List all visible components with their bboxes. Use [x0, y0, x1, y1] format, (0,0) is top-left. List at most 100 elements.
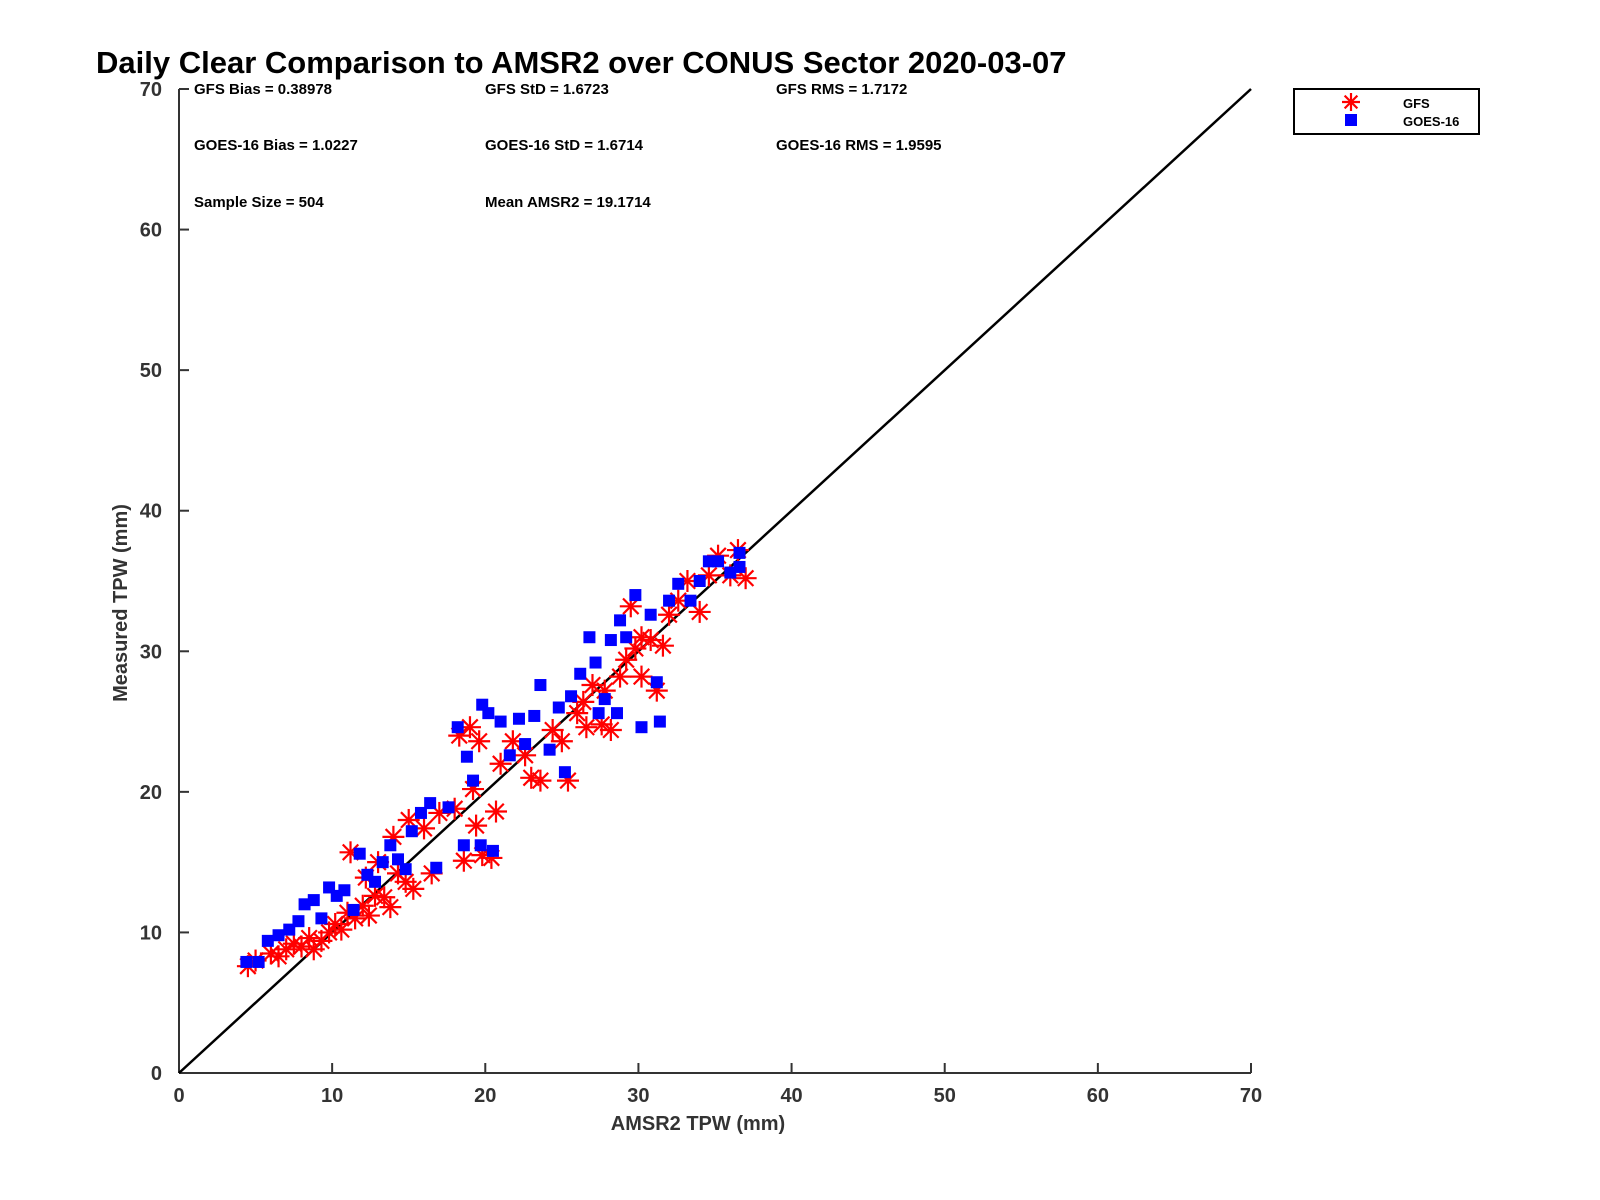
- gfs-point: [465, 814, 488, 837]
- gfs-point: [658, 603, 681, 626]
- gfs-point: [330, 918, 353, 941]
- gfs-series: [236, 539, 757, 978]
- y-tick-label: 40: [140, 501, 162, 523]
- gfs-point: [379, 896, 402, 919]
- goes16-point: [693, 575, 706, 587]
- goes16-point: [347, 903, 360, 916]
- goes16-point: [702, 555, 715, 568]
- goes16-point: [519, 738, 532, 751]
- goes16-point: [614, 614, 627, 627]
- y-tick-label: 20: [140, 782, 162, 804]
- goes16-point: [283, 923, 296, 936]
- goes16-point: [467, 774, 480, 787]
- gfs-point: [609, 665, 632, 688]
- x-axis-label: AMSR2 TPW (mm): [611, 1113, 785, 1135]
- goes16-point: [610, 707, 623, 720]
- goes16-series: [240, 546, 746, 968]
- legend-gfs-asterisk: [1342, 93, 1360, 111]
- goes16-point: [684, 594, 697, 607]
- y-tick-label: 0: [151, 1063, 162, 1085]
- legend-goes16-label: GOES-16: [1403, 114, 1459, 129]
- gfs-point: [541, 719, 564, 742]
- goes16-point: [474, 839, 487, 852]
- x-tick-label: 0: [173, 1085, 184, 1107]
- goes16-point: [405, 825, 418, 838]
- goes16-point: [558, 766, 571, 779]
- stat-goes-bias: GOES-16 Bias = 1.0227: [194, 137, 358, 154]
- goes16-point: [353, 847, 366, 860]
- goes16-point: [307, 894, 320, 907]
- gfs-point: [651, 634, 674, 657]
- legend-box: [1293, 88, 1480, 135]
- gfs-point: [413, 817, 436, 840]
- goes16-point: [712, 555, 725, 568]
- x-tick-label: 70: [1240, 1085, 1262, 1107]
- legend-gfs-label: GFS: [1403, 96, 1430, 111]
- goes16-point: [424, 797, 437, 810]
- goes16-point: [252, 955, 265, 968]
- gfs-point: [599, 719, 622, 742]
- goes16-point: [650, 676, 663, 689]
- x-tick-label: 30: [627, 1085, 649, 1107]
- gfs-point: [452, 849, 475, 872]
- goes16-point: [534, 679, 547, 692]
- goes16-point: [369, 875, 382, 888]
- goes16-point: [644, 608, 657, 621]
- goes16-point: [552, 701, 565, 714]
- gfs-point: [468, 730, 491, 753]
- x-tick-label: 40: [780, 1085, 802, 1107]
- chart-title: Daily Clear Comparison to AMSR2 over CON…: [96, 45, 1067, 80]
- goes16-point: [384, 839, 397, 852]
- goes16-point: [460, 750, 473, 763]
- y-axis-label: Measured TPW (mm): [110, 504, 132, 702]
- gfs-point: [485, 800, 508, 823]
- goes16-point: [272, 929, 285, 942]
- goes16-point: [240, 955, 253, 968]
- y-tick-label: 60: [140, 220, 162, 242]
- goes16-point: [589, 656, 602, 669]
- y-tick-label: 50: [140, 360, 162, 382]
- legend-goes16-marker: [1345, 114, 1357, 126]
- y-tick-label: 30: [140, 641, 162, 663]
- goes16-point: [724, 566, 737, 579]
- stat-mean-amsr2: Mean AMSR2 = 19.1714: [485, 194, 651, 211]
- goes16-point: [663, 594, 676, 607]
- gfs-point: [615, 648, 638, 671]
- gfs-point: [630, 626, 653, 649]
- goes16-point: [338, 884, 351, 897]
- gfs-point: [529, 769, 552, 792]
- y-tick-label: 10: [140, 922, 162, 944]
- goes16-point: [635, 721, 648, 734]
- goes16-point: [512, 712, 525, 725]
- goes16-point: [442, 801, 455, 814]
- gfs-point: [357, 904, 380, 927]
- statistics-block: GFS Bias = 0.38978 GFS StD = 1.6723 GFS …: [194, 81, 942, 211]
- gfs-point: [630, 665, 653, 688]
- stat-goes-rms: GOES-16 RMS = 1.9595: [776, 137, 942, 154]
- y-tick-label: 70: [140, 79, 162, 101]
- stat-gfs-rms: GFS RMS = 1.7172: [776, 81, 907, 98]
- goes16-point: [583, 631, 596, 644]
- gfs-point: [501, 730, 524, 753]
- goes16-point: [399, 863, 412, 876]
- stat-goes-std: GOES-16 StD = 1.6714: [485, 137, 644, 154]
- goes16-point: [629, 589, 642, 602]
- goes16-point: [391, 853, 404, 866]
- gfs-point: [619, 595, 642, 618]
- goes16-point: [565, 690, 578, 703]
- goes16-point: [528, 709, 541, 722]
- goes16-point: [414, 806, 427, 819]
- stat-gfs-std: GFS StD = 1.6723: [485, 81, 609, 98]
- goes16-point: [430, 861, 443, 874]
- goes16-point: [376, 856, 389, 869]
- gfs-point: [734, 567, 757, 590]
- goes16-point: [598, 693, 611, 706]
- gfs-point: [688, 600, 711, 623]
- goes16-point: [604, 634, 617, 647]
- legend-gfs-marker: [1342, 93, 1360, 111]
- x-tick-label: 10: [321, 1085, 343, 1107]
- goes16-point: [451, 721, 464, 734]
- goes16-point: [486, 844, 499, 857]
- x-tick-label: 50: [934, 1085, 956, 1107]
